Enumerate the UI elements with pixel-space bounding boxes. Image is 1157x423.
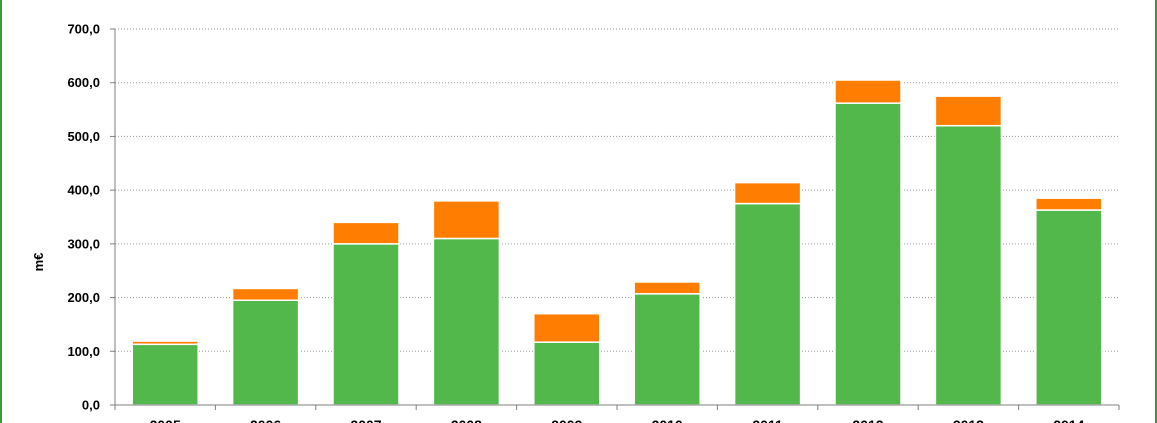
- x-tick-labels: 2005 2006 2007 2008 2009 2010 2011 2012 2013 2014: [150, 417, 1085, 423]
- bar-segment-top: [533, 312, 601, 343]
- y-axis-label: m€: [31, 253, 46, 272]
- x-tick-label: 2006: [250, 417, 281, 423]
- x-tick-label: 2007: [350, 417, 381, 423]
- y-tick-label: 400,0: [67, 183, 100, 198]
- bar-segment-top: [834, 79, 902, 104]
- y-tick-label: 0,0: [82, 398, 100, 413]
- bar-segment-top: [332, 221, 400, 245]
- bar-segment-top: [432, 200, 501, 240]
- x-tick-label: 2009: [551, 417, 582, 423]
- x-tick-label: 2008: [451, 417, 482, 423]
- bar-segment-base: [332, 243, 400, 406]
- y-tick-label: 300,0: [67, 236, 100, 251]
- bar-segment-top: [633, 281, 701, 295]
- bar-segment-top: [733, 181, 802, 205]
- bar-segment-base: [432, 237, 501, 406]
- y-tick-label: 100,0: [67, 344, 100, 359]
- x-tick-label: 2010: [652, 417, 683, 423]
- x-tick-label: 2005: [150, 417, 181, 423]
- bar-segment-base: [834, 102, 902, 406]
- y-tick-label: 200,0: [67, 290, 100, 305]
- y-tick-label: 700,0: [67, 22, 100, 37]
- bar-segment-top: [934, 95, 1003, 127]
- bars: [131, 79, 1103, 406]
- x-tick-label: 2012: [852, 417, 883, 423]
- bar-segment-top: [1035, 197, 1103, 211]
- y-tick-label: 500,0: [67, 129, 100, 144]
- x-tick-label: 2013: [953, 417, 984, 423]
- x-tick-label: 2014: [1053, 417, 1084, 423]
- y-tick-label: 600,0: [67, 75, 100, 90]
- bar-segment-base: [1035, 209, 1103, 406]
- gridlines: [115, 28, 1119, 352]
- bar-segment-top: [231, 287, 300, 302]
- axes: [110, 28, 1120, 410]
- bar-segment-base: [733, 202, 802, 406]
- bar-segment-base: [231, 299, 300, 406]
- bar-segment-base: [934, 124, 1003, 406]
- x-tick-label: 2011: [752, 417, 783, 423]
- bar-segment-top: [131, 340, 199, 346]
- bar-segment-base: [633, 293, 701, 406]
- bar-segment-base: [131, 343, 199, 406]
- y-tick-labels: 0,0 100,0 200,0 300,0 400,0 500,0 600,0 700,0: [67, 22, 100, 413]
- bar-segment-base: [533, 341, 601, 406]
